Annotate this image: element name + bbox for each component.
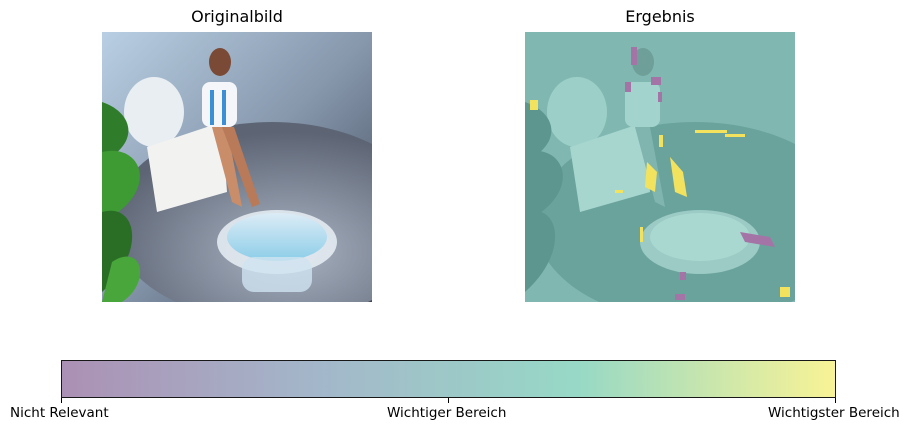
colorbar-label-min: Nicht Relevant (10, 405, 109, 421)
result-image (525, 32, 795, 302)
colorbar-tick-max (835, 398, 836, 403)
original-image (102, 32, 372, 302)
colorbar (61, 360, 836, 398)
original-image-title: Originalbild (191, 7, 283, 26)
colorbar-tick-min (61, 398, 62, 403)
colorbar-label-max: Wichtigster Bereich (768, 405, 900, 421)
colorbar-tick-mid (448, 398, 449, 403)
colorbar-label-mid: Wichtiger Bereich (387, 405, 507, 421)
result-image-title: Ergebnis (625, 7, 695, 26)
